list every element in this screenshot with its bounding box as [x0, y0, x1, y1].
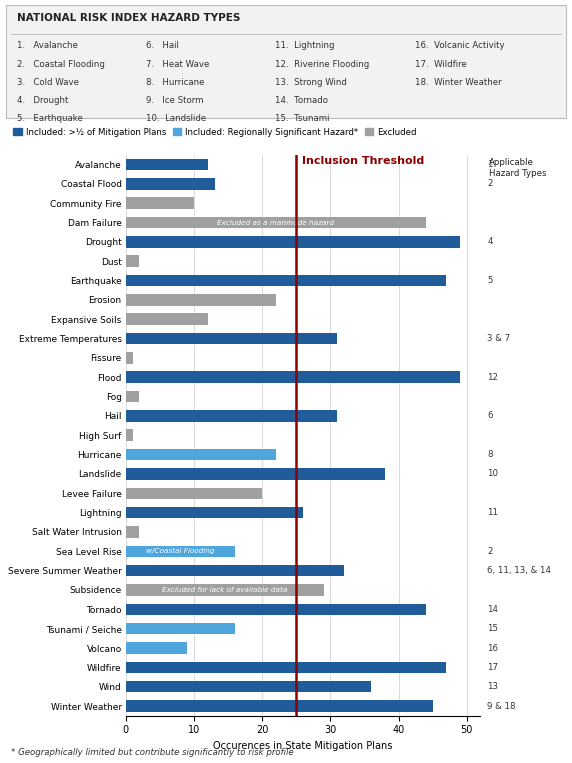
Bar [126, 623, 235, 635]
Text: Inclusion Threshold: Inclusion Threshold [302, 156, 424, 166]
Bar [126, 159, 208, 170]
X-axis label: Occurences in State Mitigation Plans: Occurences in State Mitigation Plans [213, 741, 393, 751]
Text: 8: 8 [487, 450, 493, 459]
Text: NATIONAL RISK INDEX HAZARD TYPES: NATIONAL RISK INDEX HAZARD TYPES [17, 13, 240, 23]
Bar [126, 565, 344, 577]
Bar [126, 507, 303, 518]
Text: w/Coastal Flooding: w/Coastal Flooding [146, 549, 214, 555]
FancyBboxPatch shape [6, 5, 566, 118]
Text: * Geographically limited but contribute significantly to risk profile: * Geographically limited but contribute … [11, 748, 294, 757]
Text: 9 & 18: 9 & 18 [487, 701, 516, 710]
Bar [126, 353, 133, 364]
Bar [126, 410, 337, 422]
Bar [126, 333, 337, 344]
Text: 5.   Earthquake: 5. Earthquake [17, 114, 83, 123]
Text: 4.   Drought: 4. Drought [17, 95, 68, 105]
Text: 11.  Lightning: 11. Lightning [275, 41, 334, 50]
Text: 15.  Tsunami: 15. Tsunami [275, 114, 329, 123]
Text: 2.   Coastal Flooding: 2. Coastal Flooding [17, 60, 105, 69]
Bar [126, 294, 276, 306]
Text: 13: 13 [487, 682, 498, 691]
Bar [126, 662, 446, 673]
Text: 10.  Landslide: 10. Landslide [146, 114, 206, 123]
Text: 4: 4 [487, 237, 493, 246]
Text: 5: 5 [487, 276, 493, 285]
Bar [126, 314, 208, 325]
Bar [126, 546, 235, 557]
Text: 14.  Tornado: 14. Tornado [275, 95, 328, 105]
Bar [126, 198, 194, 209]
Text: 16.  Volcanic Activity: 16. Volcanic Activity [415, 41, 505, 50]
Text: Applicable
Hazard Types: Applicable Hazard Types [489, 158, 547, 178]
Text: 2: 2 [487, 547, 493, 555]
Bar [126, 681, 371, 693]
Bar [126, 178, 214, 190]
Bar [126, 584, 324, 596]
Text: 2: 2 [487, 179, 493, 188]
Text: Excluded for lack of available data: Excluded for lack of available data [162, 587, 287, 593]
Bar [126, 236, 460, 248]
Text: 3 & 7: 3 & 7 [487, 334, 510, 343]
Text: Excluded as a manmade hazard: Excluded as a manmade hazard [217, 220, 335, 226]
Text: 7.   Heat Wave: 7. Heat Wave [146, 60, 209, 69]
Bar [126, 449, 276, 460]
Text: 3.   Cold Wave: 3. Cold Wave [17, 78, 79, 87]
Bar [126, 372, 460, 383]
Text: 17: 17 [487, 663, 498, 672]
Text: 12: 12 [487, 373, 498, 382]
Bar [126, 275, 446, 286]
Text: 14: 14 [487, 605, 498, 614]
Text: 1: 1 [487, 160, 493, 169]
Text: 1.   Avalanche: 1. Avalanche [17, 41, 78, 50]
Bar [126, 430, 133, 441]
Text: 6.   Hail: 6. Hail [146, 41, 178, 50]
Text: 6, 11, 13, & 14: 6, 11, 13, & 14 [487, 566, 551, 575]
Text: 9.   Ice Storm: 9. Ice Storm [146, 95, 204, 105]
Text: 10: 10 [487, 469, 498, 478]
Bar [126, 604, 426, 615]
Text: 13.  Strong Wind: 13. Strong Wind [275, 78, 347, 87]
Bar [126, 256, 140, 267]
Text: 15: 15 [487, 624, 498, 633]
Legend: Included: >½ of Mitigation Plans, Included: Regionally Significant Hazard*, Excl: Included: >½ of Mitigation Plans, Includ… [10, 124, 420, 140]
Text: 17.  Wildfire: 17. Wildfire [415, 60, 467, 69]
Bar [126, 468, 385, 480]
Bar [126, 488, 262, 499]
Text: 6: 6 [487, 411, 493, 420]
Bar [126, 217, 426, 228]
Bar [126, 391, 140, 402]
Bar [126, 642, 187, 654]
Text: 18.  Winter Weather: 18. Winter Weather [415, 78, 502, 87]
Text: 12.  Riverine Flooding: 12. Riverine Flooding [275, 60, 369, 69]
Text: 11: 11 [487, 508, 498, 517]
Bar [126, 526, 140, 538]
Text: 16: 16 [487, 643, 498, 652]
Bar [126, 700, 433, 712]
Text: 8.   Hurricane: 8. Hurricane [146, 78, 204, 87]
